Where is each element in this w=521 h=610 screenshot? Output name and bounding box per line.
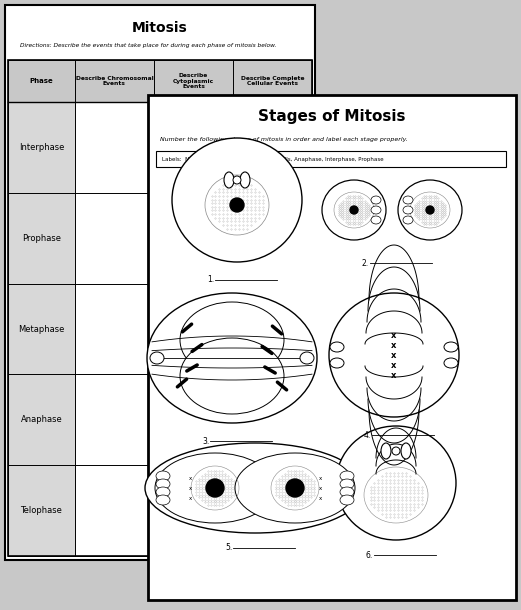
Text: 2.: 2.	[362, 259, 369, 268]
FancyBboxPatch shape	[8, 60, 312, 102]
Text: 5.: 5.	[225, 544, 232, 553]
Ellipse shape	[401, 443, 411, 459]
Ellipse shape	[371, 196, 381, 204]
Text: x: x	[391, 331, 396, 340]
Ellipse shape	[444, 342, 458, 352]
Ellipse shape	[398, 180, 462, 240]
Ellipse shape	[340, 471, 354, 481]
Circle shape	[350, 206, 358, 214]
Ellipse shape	[336, 426, 456, 540]
FancyBboxPatch shape	[148, 95, 516, 600]
Text: 3.: 3.	[202, 437, 209, 445]
Circle shape	[230, 198, 244, 212]
Ellipse shape	[371, 216, 381, 224]
Text: 4.: 4.	[364, 431, 371, 439]
Circle shape	[206, 479, 224, 497]
Ellipse shape	[322, 180, 386, 240]
Ellipse shape	[180, 338, 284, 414]
Text: Stages of Mitosis: Stages of Mitosis	[258, 110, 406, 124]
Text: x: x	[189, 486, 192, 490]
Circle shape	[286, 479, 304, 497]
Ellipse shape	[156, 487, 170, 497]
Text: Interphase: Interphase	[19, 143, 64, 152]
Ellipse shape	[371, 206, 381, 214]
Ellipse shape	[235, 453, 355, 523]
Text: 6.: 6.	[366, 550, 373, 559]
Ellipse shape	[156, 479, 170, 489]
Ellipse shape	[444, 358, 458, 368]
Ellipse shape	[403, 206, 413, 214]
Text: Directions: Describe the events that take place for during each phase of mitosis: Directions: Describe the events that tak…	[20, 43, 276, 48]
Text: x: x	[391, 351, 396, 359]
Ellipse shape	[155, 453, 275, 523]
Ellipse shape	[340, 487, 354, 497]
Ellipse shape	[330, 358, 344, 368]
Ellipse shape	[172, 138, 302, 262]
FancyBboxPatch shape	[8, 284, 75, 375]
Ellipse shape	[156, 471, 170, 481]
Text: Describe Complete
Cellular Events: Describe Complete Cellular Events	[241, 76, 304, 87]
Text: Phase: Phase	[30, 78, 53, 84]
Ellipse shape	[403, 196, 413, 204]
FancyBboxPatch shape	[156, 151, 506, 167]
Text: Mitosis: Mitosis	[132, 21, 188, 35]
Ellipse shape	[240, 172, 250, 188]
Ellipse shape	[233, 176, 241, 184]
Ellipse shape	[381, 443, 391, 459]
Text: x: x	[318, 495, 321, 500]
Ellipse shape	[340, 479, 354, 489]
Text: Anaphase: Anaphase	[20, 415, 63, 425]
Ellipse shape	[392, 447, 400, 455]
Ellipse shape	[156, 495, 170, 505]
Ellipse shape	[150, 352, 164, 364]
Ellipse shape	[329, 293, 459, 417]
Ellipse shape	[340, 495, 354, 505]
Ellipse shape	[300, 352, 314, 364]
FancyBboxPatch shape	[8, 465, 75, 556]
FancyBboxPatch shape	[8, 375, 75, 465]
Text: Telophase: Telophase	[20, 506, 63, 515]
FancyBboxPatch shape	[5, 5, 315, 560]
Ellipse shape	[145, 443, 365, 533]
FancyBboxPatch shape	[8, 102, 75, 193]
Text: Number the following stages of mitosis in order and label each stage properly.: Number the following stages of mitosis i…	[160, 137, 408, 142]
Ellipse shape	[330, 342, 344, 352]
Text: Describe
Cytoplasmic
Events: Describe Cytoplasmic Events	[173, 73, 214, 89]
Text: x: x	[391, 370, 396, 379]
Text: 1.: 1.	[207, 276, 214, 284]
Text: Metaphase: Metaphase	[18, 325, 65, 334]
Ellipse shape	[403, 216, 413, 224]
Text: x: x	[391, 361, 396, 370]
Text: x: x	[318, 476, 321, 481]
FancyBboxPatch shape	[8, 193, 75, 284]
Ellipse shape	[224, 172, 234, 188]
Text: Describe Chromosomal
Events: Describe Chromosomal Events	[76, 76, 153, 87]
Ellipse shape	[147, 293, 317, 423]
Circle shape	[426, 206, 434, 214]
Text: Prophase: Prophase	[22, 234, 61, 243]
Ellipse shape	[180, 302, 284, 378]
Text: x: x	[318, 486, 321, 490]
Text: x: x	[391, 340, 396, 350]
Text: Labels:  Metaphase, Telophase, Daughter Cells, Anaphase, Interphase, Prophase: Labels: Metaphase, Telophase, Daughter C…	[162, 157, 383, 162]
Text: x: x	[189, 476, 192, 481]
Text: x: x	[189, 495, 192, 500]
